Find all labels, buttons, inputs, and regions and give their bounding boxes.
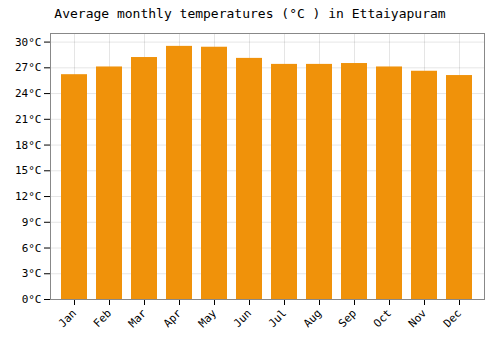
svg-text:15°C: 15°C: [15, 164, 42, 177]
svg-text:Dec: Dec: [441, 307, 464, 330]
svg-text:Jan: Jan: [56, 307, 79, 330]
svg-text:6°C: 6°C: [22, 242, 42, 255]
svg-text:Mar: Mar: [126, 306, 150, 330]
svg-text:Aug: Aug: [301, 307, 324, 330]
svg-text:Jul: Jul: [266, 307, 289, 330]
svg-text:Jun: Jun: [231, 307, 254, 330]
svg-text:3°C: 3°C: [22, 267, 42, 280]
svg-text:30°C: 30°C: [15, 36, 42, 49]
svg-text:0°C: 0°C: [22, 293, 42, 306]
svg-text:Sep: Sep: [336, 307, 359, 330]
svg-text:18°C: 18°C: [15, 139, 42, 152]
svg-text:27°C: 27°C: [15, 61, 42, 74]
svg-text:9°C: 9°C: [22, 216, 42, 229]
svg-text:Nov: Nov: [406, 306, 430, 330]
html-text:Average monthly temperatures (: Average monthly temperatures (°C ) in Et…: [54, 6, 446, 21]
svg-text:21°C: 21°C: [15, 113, 42, 126]
svg-text:Apr: Apr: [161, 306, 185, 330]
svg-text:24°C: 24°C: [15, 87, 42, 100]
svg-text:12°C: 12°C: [15, 190, 42, 203]
svg-text:Oct: Oct: [371, 307, 394, 330]
svg-text:Feb: Feb: [91, 307, 114, 330]
svg-text:May: May: [196, 306, 220, 330]
